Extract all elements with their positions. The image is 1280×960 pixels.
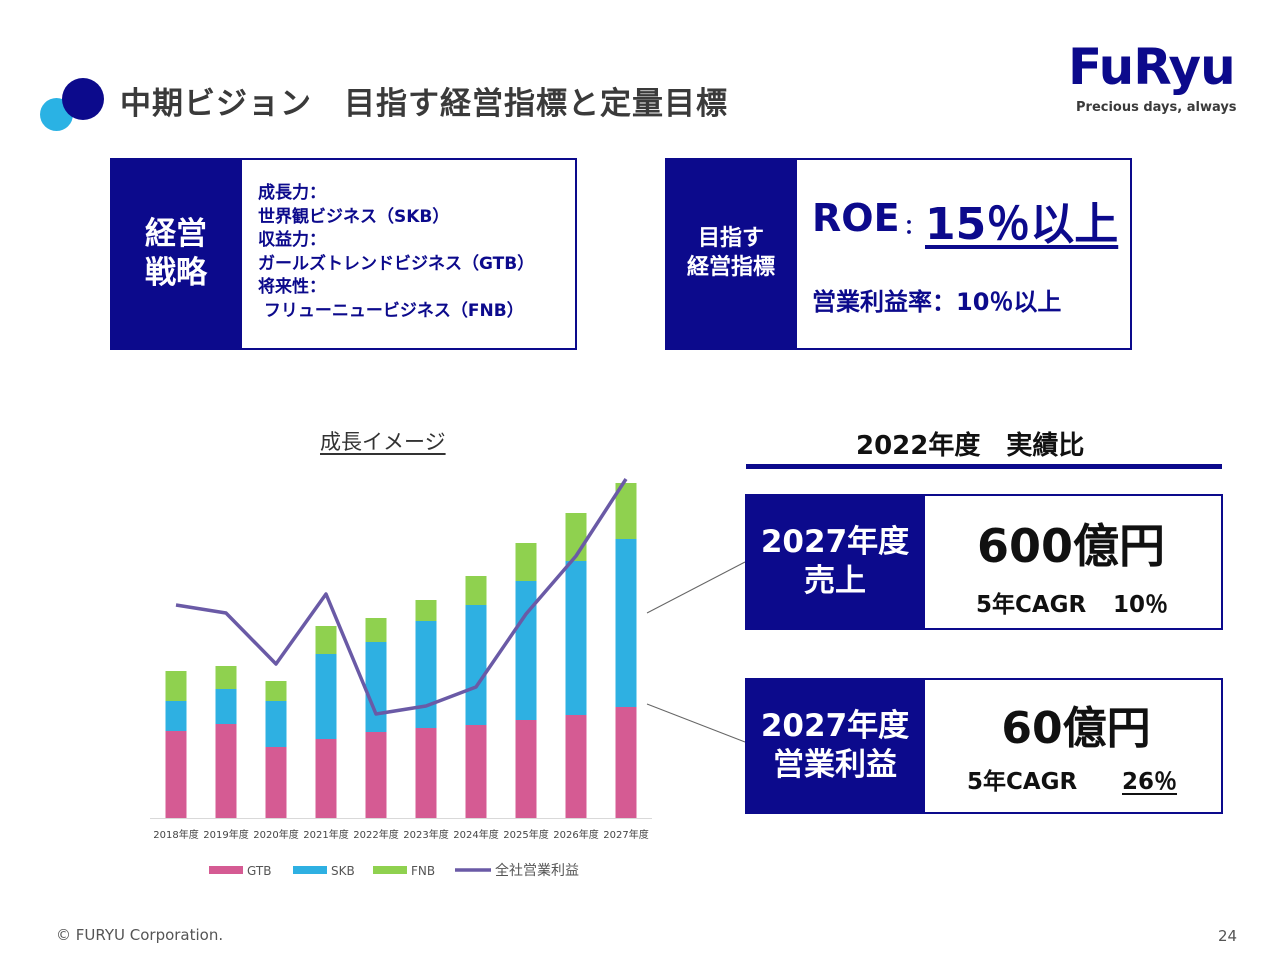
bar-gtb xyxy=(565,715,587,818)
sales-label-line1: 2027年度 xyxy=(760,524,910,561)
page-number: 24 xyxy=(1218,927,1238,945)
bar-skb xyxy=(215,689,237,724)
sales-cagr-label: 5年CAGR xyxy=(976,592,1087,618)
connector-sales xyxy=(646,561,746,614)
strategy-line: 世界観ビジネス（SKB） xyxy=(258,206,450,227)
bar-skb xyxy=(565,561,587,715)
bar-gtb xyxy=(615,707,637,818)
x-tick-label: 2024年度 xyxy=(453,828,498,841)
strategy-list: 成長力： 世界観ビジネス（SKB） 収益力： ガールズトレンドビジネス（GTB）… xyxy=(258,182,534,323)
profit-kpi-heading: 2027年度 営業利益 xyxy=(745,678,925,814)
bar-fnb xyxy=(165,671,187,701)
operating-margin-target: 営業利益率：10％以上 xyxy=(812,288,1062,316)
bar-fnb xyxy=(615,483,637,539)
bar-skb xyxy=(315,654,337,739)
profit-line xyxy=(175,478,628,716)
x-tick-label: 2021年度 xyxy=(303,828,348,841)
legend-swatch-gtb xyxy=(209,866,243,874)
legend-label: SKB xyxy=(331,864,355,878)
bar-gtb xyxy=(515,720,537,818)
decorative-dot-large xyxy=(62,78,104,120)
furyu-logo: FuRyu xyxy=(1068,38,1236,96)
logo-tagline: Precious days, always xyxy=(1076,100,1237,115)
sales-value: 600億円 xyxy=(976,519,1166,573)
x-tick-label: 2020年度 xyxy=(253,828,298,841)
roe-value: 15％以上 xyxy=(925,199,1119,250)
strategy-line: 将来性： xyxy=(258,277,326,297)
strategy-heading: 経営 戦略 xyxy=(110,158,242,350)
bar-gtb xyxy=(415,728,437,818)
sales-kpi-heading: 2027年度 売上 xyxy=(745,494,925,630)
bar-fnb xyxy=(365,618,387,642)
target-heading-line1: 目指す xyxy=(697,226,764,252)
sales-label-line2: 売上 xyxy=(804,563,866,599)
bar-skb xyxy=(515,581,537,720)
legend-swatch-fnb xyxy=(373,866,407,874)
connector-profit xyxy=(646,703,746,743)
x-tick-label: 2027年度 xyxy=(603,828,648,841)
x-tick-label: 2019年度 xyxy=(203,828,248,841)
ratio-title-rule xyxy=(746,464,1222,469)
legend-label: FNB xyxy=(411,864,435,878)
bar-skb xyxy=(265,701,287,747)
profit-value: 60億円 xyxy=(1001,703,1151,754)
strategy-line: 収益力： xyxy=(258,230,326,250)
roe-label: ROE xyxy=(812,196,900,240)
bar-gtb xyxy=(265,747,287,818)
target-indicator-heading: 目指す 経営指標 xyxy=(665,158,797,350)
bar-fnb xyxy=(265,681,287,701)
profit-cagr-value: 26％ xyxy=(1122,769,1178,795)
strategy-line: ガールズトレンドビジネス（GTB） xyxy=(258,253,535,274)
bar-gtb xyxy=(465,725,487,818)
legend-label: GTB xyxy=(247,864,271,878)
bar-skb xyxy=(465,605,487,725)
chart-title: 成長イメージ xyxy=(320,430,446,454)
legend-label: 全社営業利益 xyxy=(495,862,579,879)
bar-skb xyxy=(415,621,437,728)
legend-swatch-skb xyxy=(293,866,327,874)
bar-fnb xyxy=(465,576,487,605)
bar-fnb xyxy=(215,666,237,689)
strategy-line: フリューニュービジネス（FNB） xyxy=(258,300,524,321)
profit-label-line1: 2027年度 xyxy=(760,708,910,745)
bar-gtb xyxy=(365,732,387,818)
bar-gtb xyxy=(315,739,337,818)
strategy-heading-line2: 戦略 xyxy=(145,255,207,291)
bar-skb xyxy=(165,701,187,731)
x-tick-label: 2025年度 xyxy=(503,828,548,841)
bar-fnb xyxy=(415,600,437,621)
bar-fnb xyxy=(315,626,337,654)
bar-skb xyxy=(365,642,387,732)
strategy-line: 成長力： xyxy=(258,183,326,203)
ratio-title: 2022年度 実績比 xyxy=(856,431,1085,461)
target-heading-line2: 経営指標 xyxy=(686,255,775,280)
profit-cagr-label: 5年CAGR xyxy=(967,769,1078,795)
x-tick-label: 2018年度 xyxy=(153,828,198,841)
strategy-heading-line1: 経営 xyxy=(145,216,207,253)
roe-colon: ： xyxy=(904,214,924,238)
bar-skb xyxy=(615,539,637,707)
x-tick-label: 2026年度 xyxy=(553,828,598,841)
page-title: 中期ビジョン 目指す経営指標と定量目標 xyxy=(120,86,728,122)
bar-fnb xyxy=(515,543,537,581)
profit-label-line2: 営業利益 xyxy=(773,747,897,783)
x-tick-label: 2022年度 xyxy=(353,828,398,841)
x-tick-label: 2023年度 xyxy=(403,828,448,841)
bar-gtb xyxy=(165,731,187,818)
bar-gtb xyxy=(215,724,237,818)
copyright: © FURYU Corporation. xyxy=(56,926,224,944)
sales-cagr-value: 10％ xyxy=(1113,592,1169,618)
